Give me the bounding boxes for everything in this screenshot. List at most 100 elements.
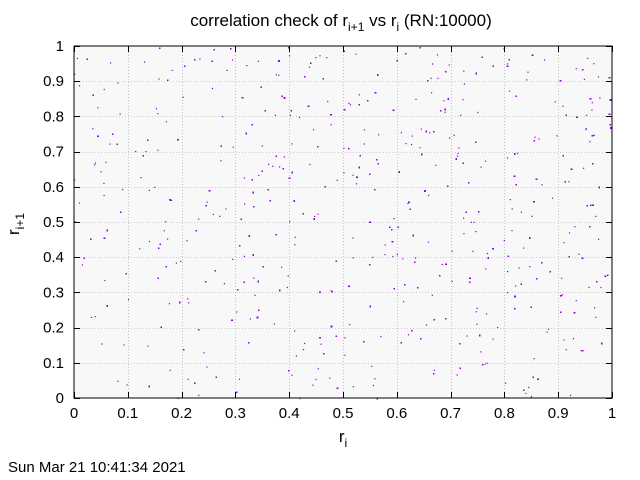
data-point [561, 294, 564, 296]
data-point [595, 215, 597, 217]
data-point [561, 277, 563, 279]
data-point [530, 396, 532, 398]
data-point [171, 69, 173, 71]
data-point [507, 271, 509, 273]
data-point [580, 350, 582, 352]
data-point [466, 335, 468, 337]
data-point [349, 104, 351, 106]
data-point [511, 208, 513, 210]
data-point [392, 255, 394, 258]
data-point [484, 363, 486, 365]
data-point [330, 290, 332, 292]
data-point [436, 54, 439, 56]
data-point [415, 98, 417, 100]
data-point [243, 255, 245, 257]
data-point [81, 264, 83, 266]
data-point [363, 143, 365, 145]
data-point [244, 203, 246, 205]
data-point [317, 368, 319, 370]
data-point [304, 342, 306, 345]
data-point [518, 267, 520, 269]
data-point [400, 132, 402, 134]
data-point [148, 189, 150, 191]
data-point [473, 221, 475, 223]
data-point [372, 256, 374, 258]
data-point [484, 160, 487, 162]
data-point [104, 279, 106, 282]
data-point [186, 240, 188, 242]
data-point [90, 316, 93, 318]
data-point [585, 129, 587, 131]
data-point [232, 146, 234, 148]
data-point [520, 211, 522, 213]
data-point [182, 96, 184, 98]
data-point [352, 174, 354, 176]
data-point [268, 163, 270, 165]
data-point [274, 114, 276, 116]
data-point [103, 182, 105, 184]
data-point [384, 254, 386, 256]
data-point [327, 100, 329, 103]
data-point [299, 116, 301, 118]
data-point [249, 318, 251, 320]
data-point [485, 268, 487, 270]
data-point [485, 313, 488, 315]
data-point [289, 221, 291, 223]
data-point [278, 74, 280, 76]
data-point [291, 143, 293, 145]
data-point [110, 62, 112, 64]
data-point [593, 134, 595, 136]
data-point [556, 135, 558, 137]
data-point [273, 323, 275, 325]
data-point [92, 128, 94, 130]
data-point [431, 92, 433, 94]
data-point [135, 150, 137, 153]
data-point [295, 355, 297, 357]
data-point [372, 384, 374, 387]
data-point [103, 88, 105, 91]
data-point [565, 349, 567, 351]
data-point [443, 100, 445, 102]
data-point [470, 221, 472, 223]
data-point [595, 316, 597, 318]
data-point [503, 240, 505, 242]
data-point [117, 380, 119, 382]
data-point [275, 74, 277, 76]
data-point [509, 199, 511, 201]
data-point [511, 230, 513, 232]
data-point [585, 127, 587, 130]
data-point [97, 107, 99, 109]
data-point [188, 302, 190, 304]
data-point [403, 301, 405, 303]
data-point [105, 161, 107, 163]
data-point [463, 233, 465, 235]
data-point [546, 331, 548, 333]
data-point [349, 324, 351, 326]
data-point [78, 202, 81, 204]
data-point [578, 253, 580, 255]
data-point [517, 152, 519, 154]
data-point [480, 166, 482, 168]
data-point [154, 186, 156, 188]
data-point [597, 76, 600, 78]
data-point [101, 343, 103, 345]
data-point [281, 266, 283, 268]
data-point [352, 386, 354, 388]
data-point [163, 230, 165, 232]
data-point [187, 378, 189, 380]
data-point [329, 377, 331, 379]
data-point [568, 181, 570, 183]
data-point [420, 128, 422, 130]
data-point [348, 102, 350, 104]
data-point [541, 184, 543, 186]
data-point [402, 258, 404, 260]
data-point [457, 152, 459, 155]
data-point [477, 111, 479, 113]
data-point [548, 328, 550, 330]
data-point [458, 147, 460, 149]
data-point [515, 285, 517, 287]
data-point [363, 129, 365, 131]
data-point [486, 252, 488, 255]
data-point [476, 323, 478, 325]
